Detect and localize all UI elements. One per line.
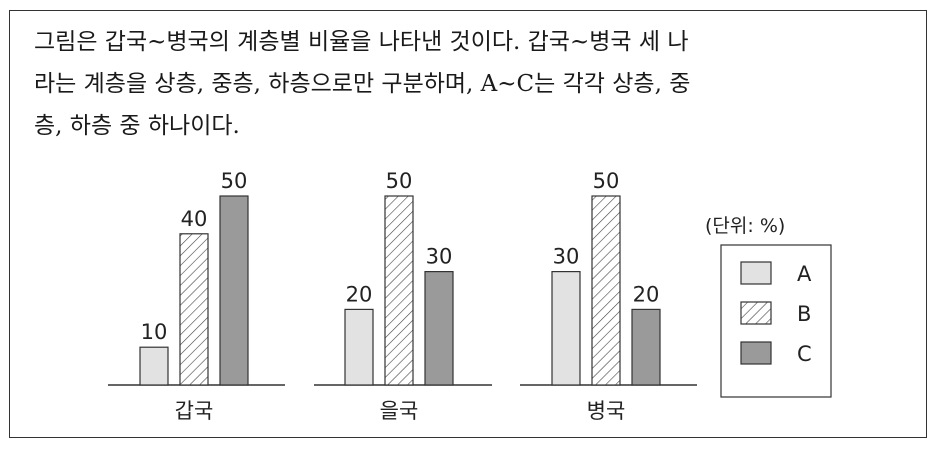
legend-swatch-A: [740, 261, 772, 285]
bar-A-1: [344, 308, 374, 386]
bar-B-2: [591, 195, 621, 386]
legend-box: [720, 244, 832, 398]
data-label-A-1: 20: [346, 282, 373, 306]
bar-C-0: [219, 195, 249, 386]
bar-C-2: [631, 308, 661, 386]
bar-B-0: [179, 233, 209, 386]
bar-B-1: [384, 195, 414, 386]
data-label-A-0: 10: [141, 320, 168, 344]
category-label-2: 병국: [587, 399, 626, 423]
data-label-B-2: 50: [593, 169, 620, 193]
category-label-1: 을국: [380, 399, 419, 423]
data-label-C-1: 30: [426, 245, 453, 269]
question-text: 그림은 갑국~병국의 계층별 비율을 나타낸 것이다. 갑국~병국 세 나 라는…: [34, 21, 914, 147]
bar-A-2: [551, 271, 581, 386]
data-label-C-0: 50: [221, 169, 248, 193]
question-line-2: 라는 계층을 상층, 중층, 하층으로만 구분하며, A~C는 각각 상층, 중: [34, 71, 691, 97]
category-label-0: 갑국: [175, 399, 214, 423]
data-label-B-1: 50: [386, 169, 413, 193]
data-label-A-2: 30: [553, 245, 580, 269]
legend-label-C: C: [797, 342, 812, 366]
legend-label-A: A: [797, 262, 812, 286]
bar-C-1: [424, 271, 454, 386]
legend-swatch-C: [740, 341, 772, 365]
data-label-C-2: 20: [633, 282, 660, 306]
unit-label: (단위: %): [705, 215, 785, 237]
bar-A-0: [139, 346, 169, 386]
legend-label-B: B: [797, 302, 811, 326]
question-line-3: 층, 하층 중 하나이다.: [34, 113, 240, 139]
data-label-B-0: 40: [181, 207, 208, 231]
question-line-1: 그림은 갑국~병국의 계층별 비율을 나타낸 것이다. 갑국~병국 세 나: [34, 29, 689, 55]
legend-swatch-B: [740, 301, 772, 325]
